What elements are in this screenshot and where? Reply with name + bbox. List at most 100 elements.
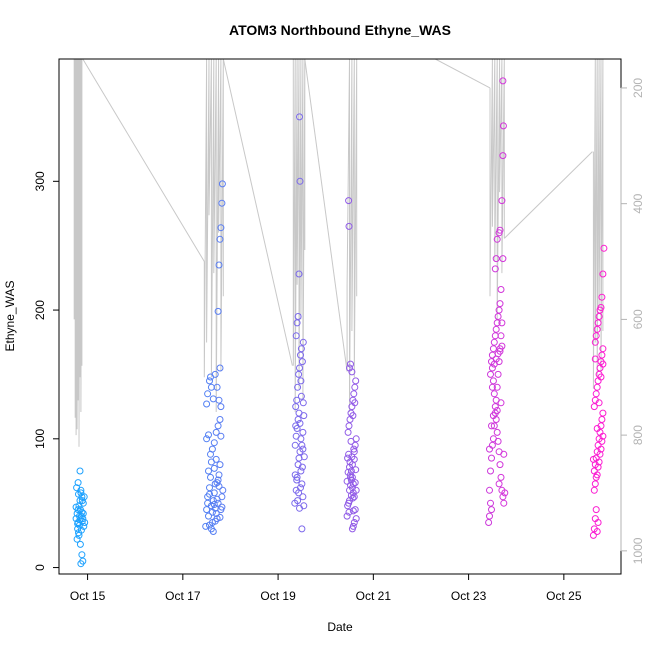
- pressure-trace: [346, 59, 358, 413]
- data-point: [298, 463, 306, 471]
- data-point: [78, 497, 86, 505]
- data-point: [350, 519, 358, 526]
- pressure-trace: [592, 59, 604, 389]
- data-point: [75, 490, 82, 498]
- data-point: [216, 416, 224, 423]
- data-point: [219, 486, 227, 494]
- data-point: [488, 506, 495, 514]
- x-tick-label: Oct 25: [546, 589, 582, 603]
- y-tick-label: 0: [33, 564, 47, 571]
- data-point: [495, 306, 503, 314]
- data-point: [294, 383, 302, 391]
- data-point: [595, 399, 603, 407]
- y-tick-label: 300: [33, 171, 47, 191]
- data-point: [599, 409, 607, 417]
- data-point: [293, 396, 301, 404]
- data-point: [599, 270, 607, 278]
- data-point: [488, 351, 496, 359]
- data-point: [597, 373, 605, 381]
- x-axis: Oct 15 Oct 17 Oct 19 Oct 21 Oct 23 Oct 25: [70, 574, 582, 603]
- data-point: [500, 499, 508, 507]
- data-point: [592, 332, 600, 340]
- data-point: [592, 506, 600, 514]
- data-point: [298, 525, 306, 533]
- data-point: [216, 513, 224, 521]
- data-point: [207, 458, 215, 466]
- x-tick-label: Oct 21: [356, 589, 392, 603]
- data-point: [208, 445, 216, 453]
- data-point: [297, 377, 305, 385]
- data-point: [351, 506, 359, 514]
- data-point: [492, 255, 500, 263]
- data-point: [498, 319, 506, 327]
- data-point: [72, 503, 80, 511]
- pressure-trace: [503, 151, 593, 239]
- data-point: [345, 508, 353, 516]
- data-point: [493, 407, 501, 414]
- data-point: [77, 560, 85, 568]
- data-point: [74, 520, 82, 528]
- data-point: [499, 255, 507, 263]
- data-point: [296, 504, 303, 512]
- data-point: [203, 400, 211, 408]
- data-point: [591, 338, 599, 346]
- data-point: [214, 307, 222, 315]
- data-point: [487, 499, 494, 507]
- data-point: [350, 445, 358, 453]
- data-point: [210, 489, 218, 497]
- data-point: [215, 471, 223, 479]
- data-point: [343, 512, 351, 520]
- data-point: [598, 437, 606, 445]
- data-point: [208, 508, 216, 516]
- data-point: [348, 368, 356, 376]
- data-point: [497, 332, 505, 340]
- x-axis-label: Date: [327, 620, 353, 634]
- data-point: [203, 435, 211, 443]
- data-point: [486, 512, 493, 520]
- data-point: [491, 332, 499, 340]
- data-point: [499, 493, 507, 501]
- data-point: [485, 519, 493, 526]
- data-point: [295, 370, 303, 378]
- data-point: [292, 403, 300, 411]
- data-point: [491, 403, 499, 411]
- data-point: [205, 512, 212, 520]
- data-point: [594, 319, 602, 327]
- data-point: [599, 432, 607, 440]
- data-point: [593, 425, 601, 432]
- data-point: [345, 222, 353, 230]
- data-point: [347, 437, 355, 445]
- data-point: [597, 304, 605, 311]
- data-point: [596, 450, 604, 458]
- data-point: [296, 177, 304, 185]
- data-point: [215, 482, 223, 490]
- data-point: [294, 416, 302, 423]
- data-point: [300, 453, 308, 461]
- data-point: [73, 535, 81, 543]
- data-point: [499, 122, 507, 130]
- data-point: [218, 199, 226, 207]
- data-point: [489, 377, 497, 385]
- right-tick-label: 600: [631, 309, 645, 329]
- data-point: [493, 319, 501, 327]
- data-point: [205, 467, 212, 475]
- data-points: [72, 77, 608, 568]
- pressure-trace: [203, 59, 224, 413]
- right-tick-label: 200: [631, 78, 645, 98]
- data-point: [497, 473, 505, 481]
- data-point: [207, 383, 215, 391]
- data-point: [351, 399, 359, 407]
- data-point: [212, 428, 220, 436]
- data-point: [298, 480, 306, 488]
- data-point: [76, 540, 84, 548]
- data-point: [297, 345, 305, 353]
- data-point: [593, 325, 601, 333]
- pressure-trace: [222, 59, 293, 366]
- x-tick-label: Oct 15: [70, 589, 106, 603]
- data-point: [497, 399, 505, 407]
- data-point: [297, 392, 305, 400]
- data-point: [213, 479, 221, 487]
- data-point: [297, 484, 304, 492]
- data-point: [490, 338, 498, 346]
- data-point: [493, 383, 501, 391]
